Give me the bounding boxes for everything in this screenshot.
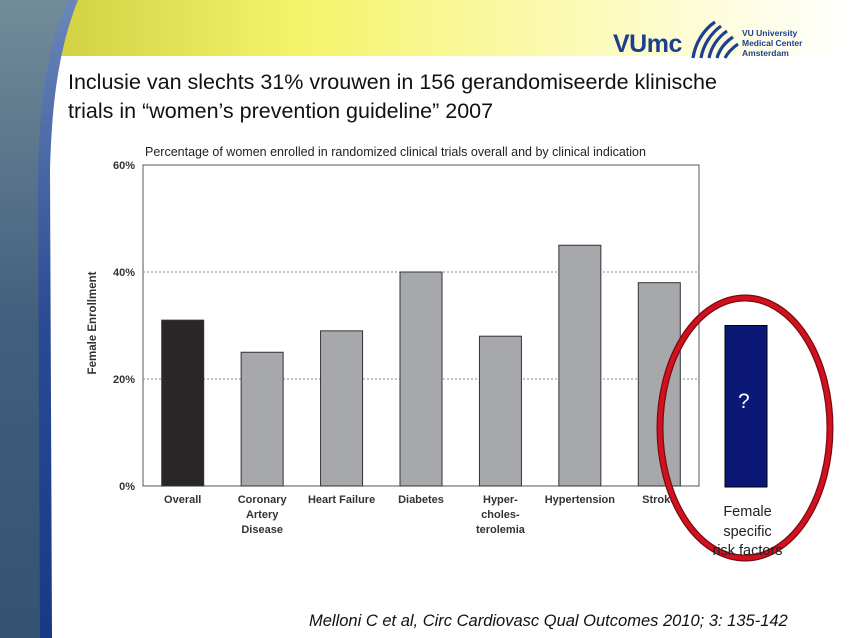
x-tick-label: Diabetes xyxy=(398,494,444,506)
citation: Melloni C et al, Circ Cardiovasc Qual Ou… xyxy=(309,612,788,630)
logo-line-2: Medical Center xyxy=(742,38,803,48)
vumc-logo-subtitle: VU University Medical Center Amsterdam xyxy=(742,28,802,58)
bar-overall xyxy=(161,319,205,487)
caption-line-3: risk factors xyxy=(712,543,783,559)
x-tick-label: Overall xyxy=(164,494,201,506)
female-specific-caption: Female specific risk factors xyxy=(700,503,795,562)
caption-line-1: Female xyxy=(723,504,772,520)
bar-diabetes xyxy=(399,271,443,487)
y-tick-label: 60% xyxy=(113,160,135,172)
vumc-logo-mark: VUmc xyxy=(613,30,682,58)
x-tick-label: terolemia xyxy=(476,524,526,536)
x-tick-label: Artery xyxy=(246,509,279,521)
vumc-logo-waves-icon xyxy=(691,20,739,59)
y-tick-label: 20% xyxy=(113,374,135,386)
bar-heart-failure xyxy=(320,330,364,487)
x-tick-label: Hypertension xyxy=(545,494,616,506)
y-tick-label: 40% xyxy=(113,267,135,279)
caption-line-2: specific xyxy=(723,523,772,540)
x-tick-label: Coronary xyxy=(238,494,288,506)
chart-title: Percentage of women enrolled in randomiz… xyxy=(145,145,646,159)
y-axis-label: Female Enrollment xyxy=(87,271,99,374)
x-tick-label: choles- xyxy=(481,509,520,521)
x-tick-label: Heart Failure xyxy=(308,494,375,506)
side-band-edge xyxy=(0,0,68,638)
slide-title: Inclusie van slechts 31% vrouwen in 156 … xyxy=(68,68,828,126)
x-tick-label: Hyper- xyxy=(483,494,518,506)
x-tick-label: Disease xyxy=(241,524,283,536)
x-tick-label: Stroke xyxy=(642,494,676,506)
logo-line-3: Amsterdam xyxy=(742,48,789,58)
unknown-value-mark: ? xyxy=(738,390,750,413)
side-band xyxy=(0,0,78,638)
bar-female-specific-risk-factors xyxy=(724,325,768,488)
y-tick-label: 0% xyxy=(119,481,135,493)
slide-title-line-2: trials in “women’s prevention guideline”… xyxy=(68,99,494,123)
bar-hyper-choles-terolemia xyxy=(478,335,522,487)
bar-coronary-artery-disease xyxy=(240,351,284,487)
slide-title-line-1: Inclusie van slechts 31% vrouwen in 156 … xyxy=(68,70,717,94)
highlight-ellipse xyxy=(657,295,833,561)
logo-line-1: VU University xyxy=(742,28,798,38)
bar-hypertension xyxy=(558,244,602,487)
